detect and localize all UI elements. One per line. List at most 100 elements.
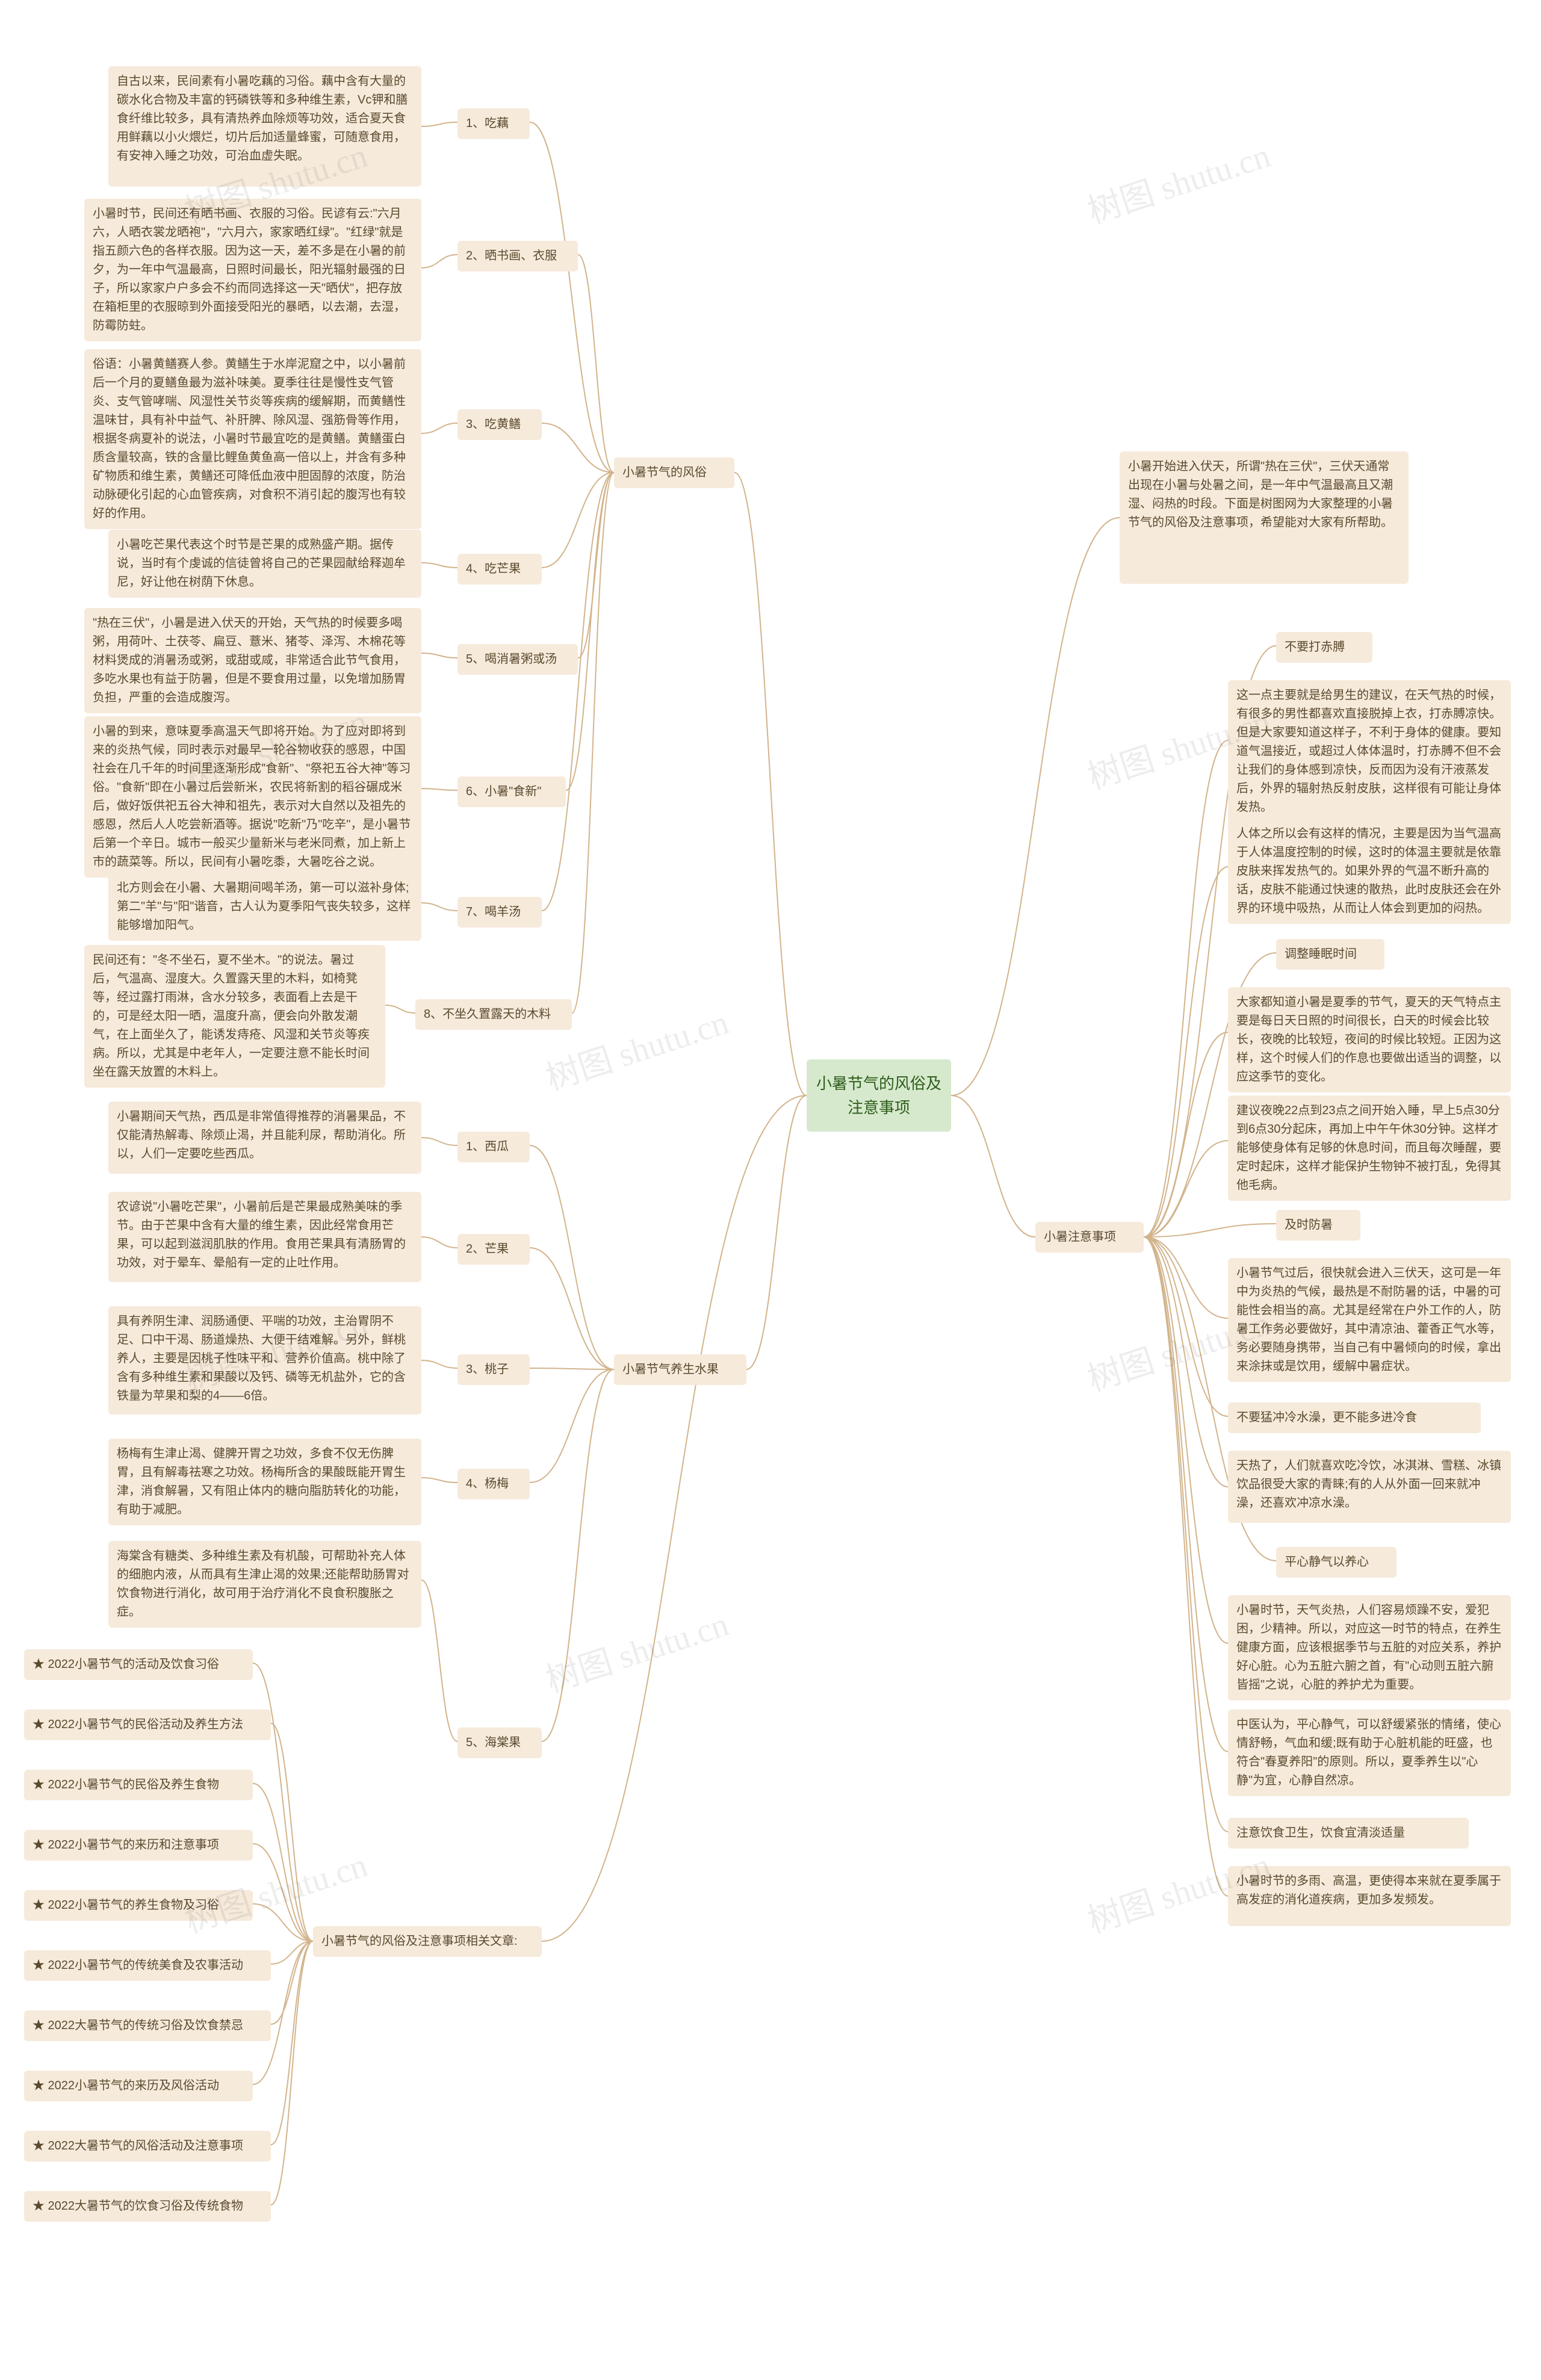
mindmap-node: 杨梅有生津止渴、健脾开胃之功效，多食不仅无伤脾胃，且有解毒祛寒之功效。杨梅所含的… [108, 1439, 421, 1525]
mindmap-node: 农谚说"小暑吃芒果"，小暑前后是芒果最成熟美味的季节。由于芒果中含有大量的维生素… [108, 1192, 421, 1282]
node-label: 小暑时节，天气炎热，人们容易烦躁不安，爱犯困，少精神。所以，对应这一时节的特点，… [1236, 1604, 1501, 1691]
node-label: 小暑节气的风俗及注意事项相关文章: [321, 1935, 518, 1948]
mindmap-node: 4、吃芒果 [457, 554, 542, 584]
mindmap-node: 8、不坐久置露天的木料 [415, 999, 572, 1030]
node-label: 小暑吃芒果代表这个时节是芒果的成熟盛产期。据传说，当时有个虔诚的信徒曾将自己的芒… [117, 538, 406, 589]
node-label: ★ 2022小暑节气的民俗活动及养生方法 [33, 1718, 243, 1731]
node-label: 中医认为，平心静气，可以舒缓紧张的情绪，使心情舒畅，气血和缓;既有助于心脏机能的… [1236, 1718, 1501, 1787]
node-label: 小暑的到来，意味夏季高温天气即将开始。为了应对即将到来的炎热气候，同时表示对最早… [93, 725, 411, 869]
node-label: 4、杨梅 [466, 1477, 509, 1490]
node-label: 2、晒书画、衣服 [466, 249, 557, 262]
node-label: ★ 2022小暑节气的来历及风俗活动 [33, 2079, 219, 2092]
mindmap-node: 小暑期间天气热，西瓜是非常值得推荐的消暑果品，不仅能清热解毒、除烦止渴，并且能利… [108, 1102, 421, 1174]
mindmap-node: 小暑时节，民间还有晒书画、衣服的习俗。民谚有云:"六月六，人晒衣裳龙晒袍"，"六… [84, 199, 421, 341]
mindmap-node: 7、喝羊汤 [457, 897, 542, 928]
node-label: 杨梅有生津止渴、健脾开胃之功效，多食不仅无伤脾胃，且有解毒祛寒之功效。杨梅所含的… [117, 1447, 406, 1516]
mindmap-node: 小暑时节，天气炎热，人们容易烦躁不安，爱犯困，少精神。所以，对应这一时节的特点，… [1228, 1595, 1511, 1700]
mindmap-node: ★ 2022大暑节气的饮食习俗及传统食物 [24, 2191, 271, 2222]
mindmap-node: ★ 2022小暑节气的来历和注意事项 [24, 1830, 253, 1861]
node-label: 农谚说"小暑吃芒果"，小暑前后是芒果最成熟美味的季节。由于芒果中含有大量的维生素… [117, 1200, 406, 1269]
mindmap-node: 3、吃黄鳝 [457, 409, 542, 440]
node-label: 1、西瓜 [466, 1140, 509, 1153]
node-label: ★ 2022小暑节气的传统美食及农事活动 [33, 1959, 243, 1972]
mindmap-node: 具有养阴生津、润肠通便、平喘的功效，主治胃阴不足、口中干渴、肠道燥热、大便干结难… [108, 1306, 421, 1415]
node-label: 5、海棠果 [466, 1736, 521, 1749]
mindmap-node: 小暑吃芒果代表这个时节是芒果的成熟盛产期。据传说，当时有个虔诚的信徒曾将自己的芒… [108, 530, 421, 598]
mindmap-node: 海棠含有糖类、多种维生素及有机酸，可帮助补充人体的细胞内液，从而具有生津止渴的效… [108, 1541, 421, 1628]
node-label: 大家都知道小暑是夏季的节气，夏天的天气特点主要是每日天日照的时间很长，白天的时候… [1236, 996, 1501, 1083]
node-label: 民间还有："冬不坐石，夏不坐木。"的说法。暑过后，气温高、湿度大。久置露天里的木… [93, 953, 370, 1079]
node-label: 及时防暑 [1285, 1218, 1333, 1232]
mindmap-node: 4、杨梅 [457, 1469, 530, 1499]
mindmap-node: 2、芒果 [457, 1234, 530, 1265]
mindmap-node: 注意饮食卫生，饮食宜清淡适量 [1228, 1818, 1469, 1849]
mindmap-node: 小暑节气的风俗及注意事项相关文章: [313, 1926, 542, 1957]
mindmap-node: 小暑节气过后，很快就会进入三伏天，这可是一年中为炎热的气候，最热是不耐防暑的话，… [1228, 1258, 1511, 1382]
mindmap-node: ★ 2022小暑节气的活动及饮食习俗 [24, 1649, 253, 1680]
mindmap-node: ★ 2022大暑节气的风俗活动及注意事项 [24, 2131, 271, 2162]
node-label: ★ 2022小暑节气的养生食物及习俗 [33, 1898, 219, 1912]
mindmap-node: ★ 2022小暑节气的民俗活动及养生方法 [24, 1709, 271, 1740]
node-label: 3、吃黄鳝 [466, 418, 521, 431]
mindmap-node: 及时防暑 [1276, 1210, 1360, 1241]
node-label: 小暑注意事项 [1044, 1230, 1116, 1244]
mindmap-node: 小暑节气的风俗 [614, 457, 734, 488]
mindmap-node: 小暑的到来，意味夏季高温天气即将开始。为了应对即将到来的炎热气候，同时表示对最早… [84, 716, 421, 878]
mindmap-node: 5、海棠果 [457, 1728, 542, 1758]
node-label: ★ 2022小暑节气的活动及饮食习俗 [33, 1658, 219, 1671]
mindmap-node: ★ 2022小暑节气的传统美食及农事活动 [24, 1950, 271, 1981]
mindmap-node: 小暑开始进入伏天，所谓"热在三伏"，三伏天通常出现在小暑与处暑之间，是一年中气温… [1120, 451, 1409, 584]
node-label: 小暑节气的风俗及注意事项 [815, 1071, 943, 1120]
mindmap-node: 天热了，人们就喜欢吃冷饮，冰淇淋、雪糕、冰镇饮品很受大家的青睐;有的人从外面一回… [1228, 1451, 1511, 1523]
node-label: 不要猛冲冷水澡，更不能多进冷食 [1236, 1411, 1417, 1424]
mindmap-node: 6、小暑"食新" [457, 776, 566, 807]
node-label: 建议夜晚22点到23点之间开始入睡，早上5点30分到6点30分起床，再加上中午午… [1236, 1104, 1501, 1192]
mindmap-node: 民间还有："冬不坐石，夏不坐木。"的说法。暑过后，气温高、湿度大。久置露天里的木… [84, 945, 385, 1088]
node-label: 小暑时节的多雨、高温，更使得本来就在夏季属于高发症的消化道疾病，更加多发频发。 [1236, 1874, 1501, 1906]
node-label: 北方则会在小暑、大暑期间喝羊汤，第一可以滋补身体;第二"羊"与"阳"谐音，古人认… [117, 881, 411, 932]
mindmap-node: 1、西瓜 [457, 1132, 530, 1162]
node-label: 8、不坐久置露天的木料 [424, 1008, 551, 1021]
mindmap-node: 大家都知道小暑是夏季的节气，夏天的天气特点主要是每日天日照的时间很长，白天的时候… [1228, 987, 1511, 1092]
mindmap-node: ★ 2022小暑节气的养生食物及习俗 [24, 1890, 253, 1921]
node-label: 平心静气以养心 [1285, 1555, 1369, 1569]
node-label: 海棠含有糖类、多种维生素及有机酸，可帮助补充人体的细胞内液，从而具有生津止渴的效… [117, 1549, 409, 1619]
mindmap-node: 小暑注意事项 [1035, 1222, 1144, 1253]
mindmap-node: 建议夜晚22点到23点之间开始入睡，早上5点30分到6点30分起床，再加上中午午… [1228, 1095, 1511, 1201]
node-label: 小暑节气养生水果 [622, 1363, 719, 1376]
node-label: 注意饮食卫生，饮食宜清淡适量 [1236, 1826, 1405, 1839]
node-label: 2、芒果 [466, 1242, 509, 1256]
mindmap-node: 小暑节气的风俗及注意事项 [807, 1059, 951, 1132]
mindmap-node: 小暑节气养生水果 [614, 1354, 746, 1385]
node-label: 3、桃子 [466, 1363, 509, 1376]
mindmap-node: ★ 2022大暑节气的传统习俗及饮食禁忌 [24, 2010, 271, 2041]
node-label: 7、喝羊汤 [466, 905, 521, 919]
mindmap-node: 俗语：小暑黄鳝赛人参。黄鳝生于水岸泥窟之中，以小暑前后一个月的夏鳝鱼最为滋补味美… [84, 349, 421, 529]
node-label: ★ 2022小暑节气的来历和注意事项 [33, 1838, 219, 1852]
mindmap-node: 平心静气以养心 [1276, 1547, 1397, 1578]
node-label: 1、吃藕 [466, 117, 509, 130]
node-label: 小暑节气的风俗 [622, 466, 707, 479]
watermark: 树图 shutu.cn [539, 1597, 734, 1702]
node-label: ★ 2022小暑节气的民俗及养生食物 [33, 1778, 219, 1791]
node-label: ★ 2022大暑节气的饮食习俗及传统食物 [33, 2199, 243, 2213]
node-label: 小暑期间天气热，西瓜是非常值得推荐的消暑果品，不仅能清热解毒、除烦止渴，并且能利… [117, 1110, 406, 1161]
node-label: 自古以来，民间素有小暑吃藕的习俗。藕中含有大量的碳水化合物及丰富的钙磷铁等和多种… [117, 75, 408, 163]
node-label: 小暑时节，民间还有晒书画、衣服的习俗。民谚有云:"六月六，人晒衣裳龙晒袍"，"六… [93, 207, 406, 332]
mindmap-node: 这一点主要就是给男生的建议，在天气热的时候，有很多的男性都喜欢直接脱掉上衣，打赤… [1228, 680, 1511, 823]
node-label: 俗语：小暑黄鳝赛人参。黄鳝生于水岸泥窟之中，以小暑前后一个月的夏鳝鱼最为滋补味美… [93, 358, 406, 520]
mindmap-node: 3、桃子 [457, 1354, 530, 1385]
mindmap-node: ★ 2022小暑节气的来历及风俗活动 [24, 2071, 253, 2101]
node-label: 4、吃芒果 [466, 562, 521, 575]
mindmap-node: ★ 2022小暑节气的民俗及养生食物 [24, 1770, 253, 1800]
mindmap-node: 5、喝消暑粥或汤 [457, 644, 578, 675]
mindmap-node: 调整睡眠时间 [1276, 939, 1384, 970]
node-label: ★ 2022大暑节气的风俗活动及注意事项 [33, 2139, 243, 2152]
node-label: 5、喝消暑粥或汤 [466, 652, 557, 666]
mindmap-node: 人体之所以会有这样的情况，主要是因为当气温高于人体温度控制的时候，这时的体温主要… [1228, 819, 1511, 924]
mindmap-node: 北方则会在小暑、大暑期间喝羊汤，第一可以滋补身体;第二"羊"与"阳"谐音，古人认… [108, 873, 421, 941]
mindmap-node: 2、晒书画、衣服 [457, 241, 578, 271]
node-label: 调整睡眠时间 [1285, 947, 1357, 961]
mindmap-node: "热在三伏"，小暑是进入伏天的开始，天气热的时候要多喝粥，用荷叶、土茯苓、扁豆、… [84, 608, 421, 713]
node-label: "热在三伏"，小暑是进入伏天的开始，天气热的时候要多喝粥，用荷叶、土茯苓、扁豆、… [93, 616, 406, 704]
